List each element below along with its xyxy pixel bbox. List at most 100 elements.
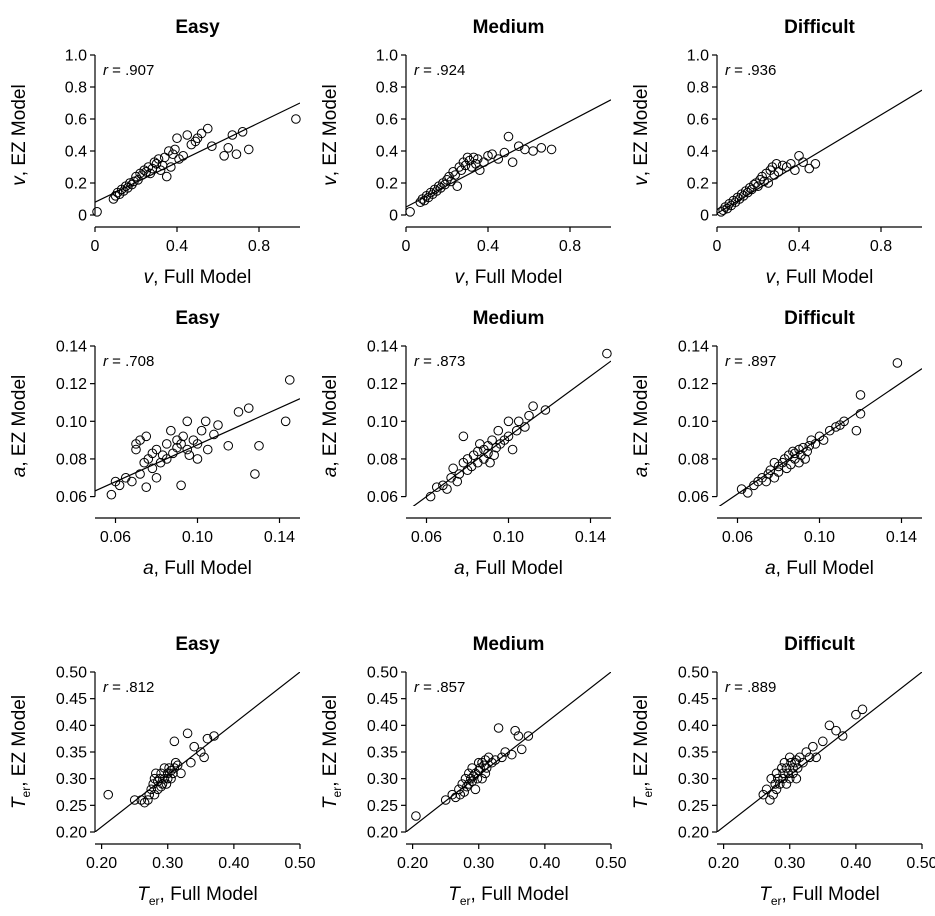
- data-point: [483, 151, 493, 161]
- data-point: [528, 401, 538, 412]
- data-point: [779, 757, 790, 768]
- panel-v-easy: Easy 0 0.2 0.4 0.6 0.8 1.0 0 0.4 0.8 v, Full Model…: [9, 17, 301, 288]
- data-point: [431, 482, 442, 492]
- y-tick-label: 0.8: [65, 80, 87, 97]
- data-point: [162, 768, 173, 779]
- regression-line: [717, 89, 922, 214]
- data-point: [192, 439, 203, 449]
- correlation-label: r = .857: [414, 679, 465, 696]
- data-point: [280, 416, 291, 427]
- data-point: [135, 469, 145, 479]
- data-point: [487, 757, 497, 768]
- data-point: [771, 784, 782, 795]
- data-point: [103, 789, 114, 800]
- data-point: [168, 149, 178, 159]
- data-point: [157, 160, 168, 171]
- data-point: [810, 439, 821, 449]
- y-tick-label: 0.12: [56, 376, 87, 393]
- correlation-label: r = .812: [103, 679, 154, 696]
- correlation-label: r = .889: [725, 679, 776, 696]
- data-point: [546, 144, 557, 155]
- correlation-label: r = .936: [725, 62, 776, 79]
- data-point: [243, 144, 254, 155]
- y-axis-label: a, EZ Model: [631, 375, 652, 477]
- y-tick-label: 0.4: [687, 144, 709, 161]
- x-tick-label: 0.30: [774, 855, 805, 872]
- data-point: [157, 779, 168, 789]
- y-tick-label: 0.50: [56, 665, 87, 682]
- data-point: [170, 144, 180, 155]
- data-point: [162, 773, 173, 784]
- x-tick-label: 0.06: [100, 529, 131, 546]
- data-point: [129, 176, 139, 187]
- data-point: [503, 131, 514, 142]
- data-point: [761, 784, 772, 795]
- data-point: [472, 154, 483, 164]
- data-point: [499, 147, 510, 158]
- data-point: [166, 425, 176, 436]
- data-point: [784, 773, 795, 784]
- data-point: [473, 757, 484, 768]
- data-point: [147, 463, 158, 474]
- x-tick-label: 0.30: [152, 855, 183, 872]
- y-tick-label: 0.2: [687, 176, 709, 193]
- x-axis-label: Ter, Full Model: [137, 884, 258, 908]
- panel-title: Easy: [175, 308, 220, 329]
- data-point: [851, 425, 862, 436]
- data-point: [818, 435, 829, 445]
- data-point: [182, 130, 193, 140]
- data-point: [497, 752, 507, 763]
- data-point: [777, 763, 787, 773]
- y-tick-label: 0.08: [367, 451, 398, 468]
- data-point: [168, 768, 178, 779]
- data-point: [141, 431, 152, 442]
- y-tick-label: 0.10: [56, 414, 87, 431]
- x-tick-label: 0.06: [722, 529, 753, 546]
- panel-title: Difficult: [784, 17, 855, 38]
- data-point: [804, 752, 815, 763]
- panel-title: Difficult: [784, 634, 855, 655]
- data-point: [202, 444, 213, 455]
- y-tick-label: 0.06: [678, 489, 709, 506]
- data-point: [161, 171, 172, 182]
- x-tick-label: 0.30: [463, 855, 494, 872]
- data-point: [291, 114, 301, 124]
- panel-a-medium: Medium 0.06 0.08 0.10 0.12 0.14 0.06 0.10 0.14 a,…: [320, 308, 612, 579]
- y-tick-label: 0.12: [678, 376, 709, 393]
- y-tick-label: 0.50: [367, 665, 398, 682]
- data-point: [144, 789, 155, 800]
- regression-line: [95, 672, 300, 832]
- data-point: [487, 435, 497, 445]
- y-tick-label: 0.40: [678, 718, 709, 735]
- data-point: [483, 752, 494, 763]
- data-point: [857, 704, 868, 715]
- x-axis-label: Ter, Full Model: [759, 884, 880, 908]
- data-point: [483, 448, 493, 459]
- y-tick-label: 0.10: [367, 414, 398, 431]
- data-point: [156, 768, 166, 779]
- data-point: [800, 454, 810, 464]
- data-point: [472, 446, 483, 457]
- data-point: [798, 157, 808, 167]
- y-tick-label: 0.45: [678, 691, 709, 708]
- data-point: [166, 773, 176, 784]
- y-axis-label: Ter, EZ Model: [631, 695, 655, 809]
- data-point: [139, 797, 150, 808]
- data-point: [718, 205, 728, 215]
- correlation-label: r = .873: [414, 353, 465, 370]
- data-point: [458, 431, 469, 442]
- x-tick-label: 0.10: [182, 529, 213, 546]
- correlation-label: r = .907: [103, 62, 154, 79]
- data-point: [207, 141, 217, 151]
- x-axis-label: a, Full Model: [765, 558, 874, 579]
- y-tick-label: 0.35: [678, 745, 709, 762]
- y-tick-label: 0.25: [678, 798, 709, 815]
- data-point: [475, 165, 485, 175]
- x-tick-label: 0.4: [788, 238, 810, 255]
- y-tick-label: 0.10: [678, 414, 709, 431]
- y-axis-label: v, EZ Model: [631, 84, 652, 185]
- data-point: [786, 757, 796, 768]
- data-point: [855, 390, 866, 400]
- y-tick-label: 0.20: [678, 825, 709, 842]
